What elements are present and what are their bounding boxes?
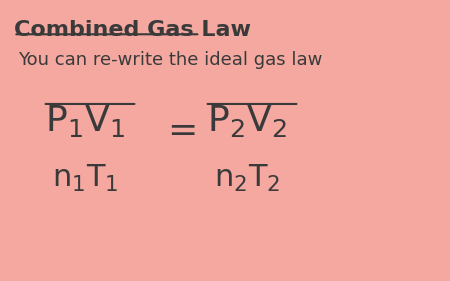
Text: $\mathrm{P_2V_2}$: $\mathrm{P_2V_2}$ bbox=[207, 103, 287, 139]
Text: $\mathrm{n_2T_2}$: $\mathrm{n_2T_2}$ bbox=[214, 163, 280, 194]
Text: $=$: $=$ bbox=[160, 112, 195, 146]
Text: Combined Gas Law: Combined Gas Law bbox=[14, 20, 251, 40]
Text: You can re-write the ideal gas law: You can re-write the ideal gas law bbox=[18, 51, 322, 69]
Text: $\mathrm{P_1V_1}$: $\mathrm{P_1V_1}$ bbox=[45, 103, 125, 139]
Text: $\mathrm{n_1T_1}$: $\mathrm{n_1T_1}$ bbox=[52, 163, 118, 194]
